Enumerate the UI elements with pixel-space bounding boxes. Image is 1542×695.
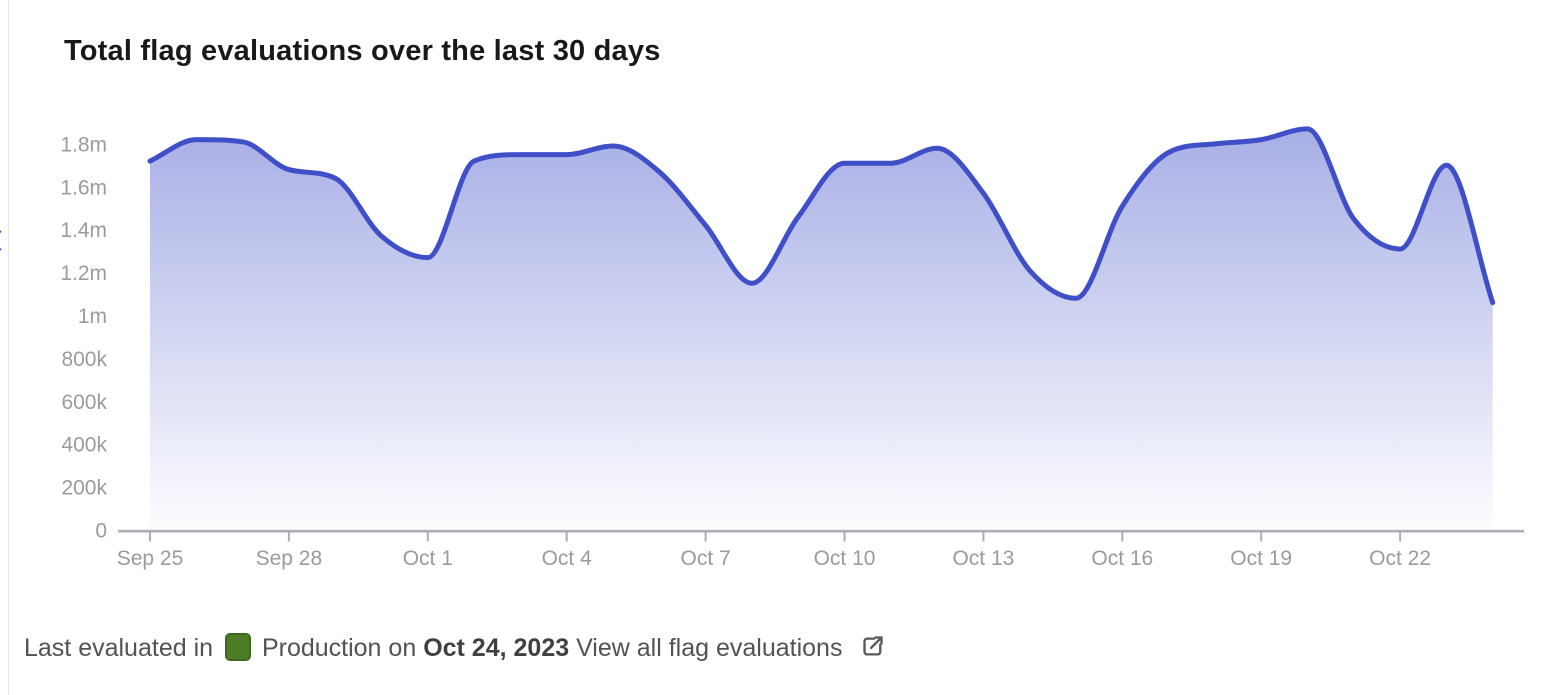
x-axis-tick-label: Sep 25 [117, 547, 184, 570]
x-axis-tick-label: Oct 7 [681, 547, 731, 570]
evaluations-area-chart: 1.8m 1.6m 1.4m 1.2m 1m 800k 600k 400k 200k 0 Sep 2… [60, 126, 1524, 570]
y-axis-tick-label: 0 [95, 520, 107, 543]
y-axis-tick-label: 1.8m [60, 133, 107, 156]
x-axis-tick-label: Oct 13 [952, 547, 1014, 570]
x-axis-tick-label: Oct 1 [403, 547, 453, 570]
y-axis-tick-label: 1.4m [60, 219, 107, 242]
external-link-icon[interactable] [859, 633, 886, 660]
x-axis-tick-label: Sep 28 [256, 547, 323, 570]
x-axis-tick-label: Oct 16 [1091, 547, 1153, 570]
x-axis-tick-label: Oct 19 [1230, 547, 1292, 570]
y-axis-tick-label: 1m [78, 305, 107, 328]
y-axis-tick-label: 600k [61, 391, 107, 414]
series-line [147, 126, 1496, 306]
y-axis-tick-label: 1.2m [60, 262, 107, 285]
area-fill [150, 128, 1493, 530]
connector-text: on [388, 634, 417, 662]
x-axis-tick-label: Oct 4 [542, 547, 593, 570]
y-axis-tick-label: 400k [61, 434, 107, 457]
y-axis-tick-label: 800k [61, 348, 107, 371]
chart-title: Total flag evaluations over the last 30 … [64, 35, 661, 67]
view-all-flag-evaluations-link[interactable]: View all flag evaluations [576, 634, 843, 662]
last-evaluated-prefix: Last evaluated in [24, 634, 214, 662]
last-evaluated-status: Last evaluated in Production on Oct 24, … [24, 633, 886, 663]
last-evaluated-date: Oct 24, 2023 [423, 634, 570, 662]
panel-left-border [8, 0, 9, 695]
x-axis-tick-label: Oct 10 [814, 547, 876, 570]
x-axis-tick-label: Oct 22 [1369, 547, 1431, 570]
clipped-blue-glyph [0, 228, 6, 254]
y-axis-tick-label: 200k [61, 477, 107, 500]
environment-color-swatch [224, 633, 251, 661]
y-axis-tick-label: 1.6m [60, 176, 107, 199]
environment-name: Production [261, 634, 382, 662]
